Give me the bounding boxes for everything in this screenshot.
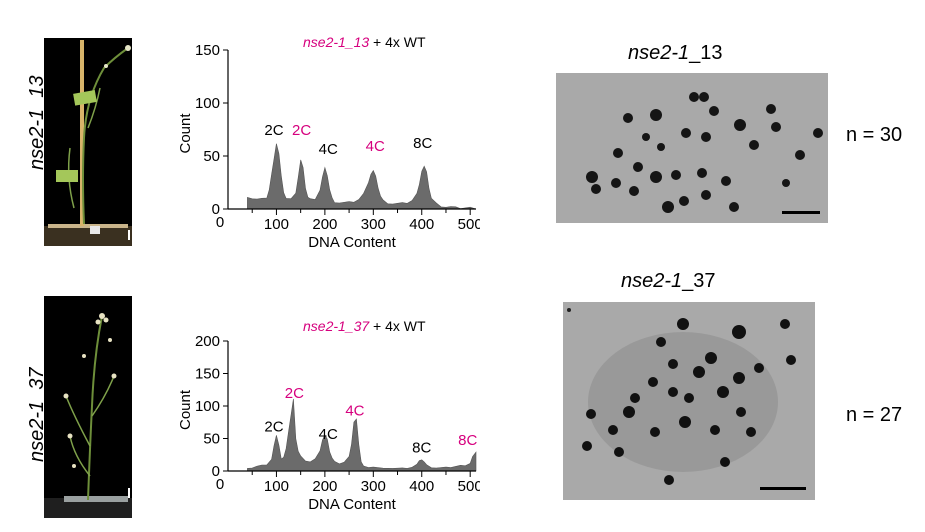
spread-title-13: nse2-1_13 — [628, 42, 723, 64]
y-tick-label: 150 — [195, 366, 220, 383]
histogram-13: 0 50 100 150 0 100 200 300 400 500 DNA Content Coun… — [177, 42, 480, 250]
plant-photo-13 — [44, 38, 132, 246]
peak-label: 2C — [264, 418, 283, 435]
y-tick-label: 200 — [195, 333, 220, 350]
x-tick-label: 0 — [216, 214, 224, 231]
y-tick-label: 50 — [203, 148, 220, 165]
peak-label: 4C — [319, 141, 338, 158]
peak-label: 8C — [458, 432, 477, 449]
y-tick-label: 100 — [195, 398, 220, 415]
peak-label: 2C — [285, 385, 304, 402]
histogram-title-37: nse2-1_37 + 4x WT — [303, 318, 426, 334]
histogram-title-13: nse2-1_13 + 4x WT — [303, 34, 426, 50]
y-tick-label: 100 — [195, 95, 220, 112]
chromosome-spread-37 — [563, 302, 815, 500]
histogram-37: 0 50 100 150 200 0 100 200 300 400 500 DNA Content C… — [177, 333, 480, 513]
peak-label: 2C — [292, 122, 311, 139]
spread-title-37: nse2-1_37 — [621, 270, 716, 292]
x-tick-label: 300 — [361, 478, 386, 495]
histogram-series — [247, 143, 477, 210]
x-tick-label: 0 — [216, 476, 224, 493]
x-tick-label: 500 — [458, 478, 480, 495]
y-axis-label: Count — [177, 389, 194, 430]
x-tick-label: 200 — [312, 216, 337, 233]
peak-label: 8C — [412, 440, 431, 457]
x-axis-label: DNA Content — [308, 234, 396, 250]
peak-label: 2C — [264, 122, 283, 139]
x-tick-label: 100 — [264, 216, 289, 233]
count-label-13: n = 30 — [846, 124, 903, 146]
x-tick-label: 100 — [264, 478, 289, 495]
count-label-37: n = 27 — [846, 404, 903, 426]
plant-photo-37 — [44, 296, 132, 518]
x-tick-label: 500 — [458, 216, 480, 233]
peak-label: 8C — [413, 135, 432, 152]
y-axis-label: Count — [177, 113, 194, 154]
x-tick-label: 400 — [409, 478, 434, 495]
peak-label: 4C — [345, 403, 364, 420]
x-tick-label: 200 — [312, 478, 337, 495]
peak-label: 4C — [366, 138, 385, 155]
peak-label: 4C — [319, 426, 338, 443]
x-tick-label: 300 — [361, 216, 386, 233]
y-tick-label: 50 — [203, 431, 220, 448]
y-tick-label: 150 — [195, 42, 220, 59]
x-axis-label: DNA Content — [308, 496, 396, 513]
y-tick-label: 0 — [212, 463, 220, 480]
x-tick-label: 400 — [409, 216, 434, 233]
histogram-series — [247, 398, 477, 472]
chromosome-spread-13 — [556, 73, 828, 223]
y-tick-label: 0 — [212, 201, 220, 218]
